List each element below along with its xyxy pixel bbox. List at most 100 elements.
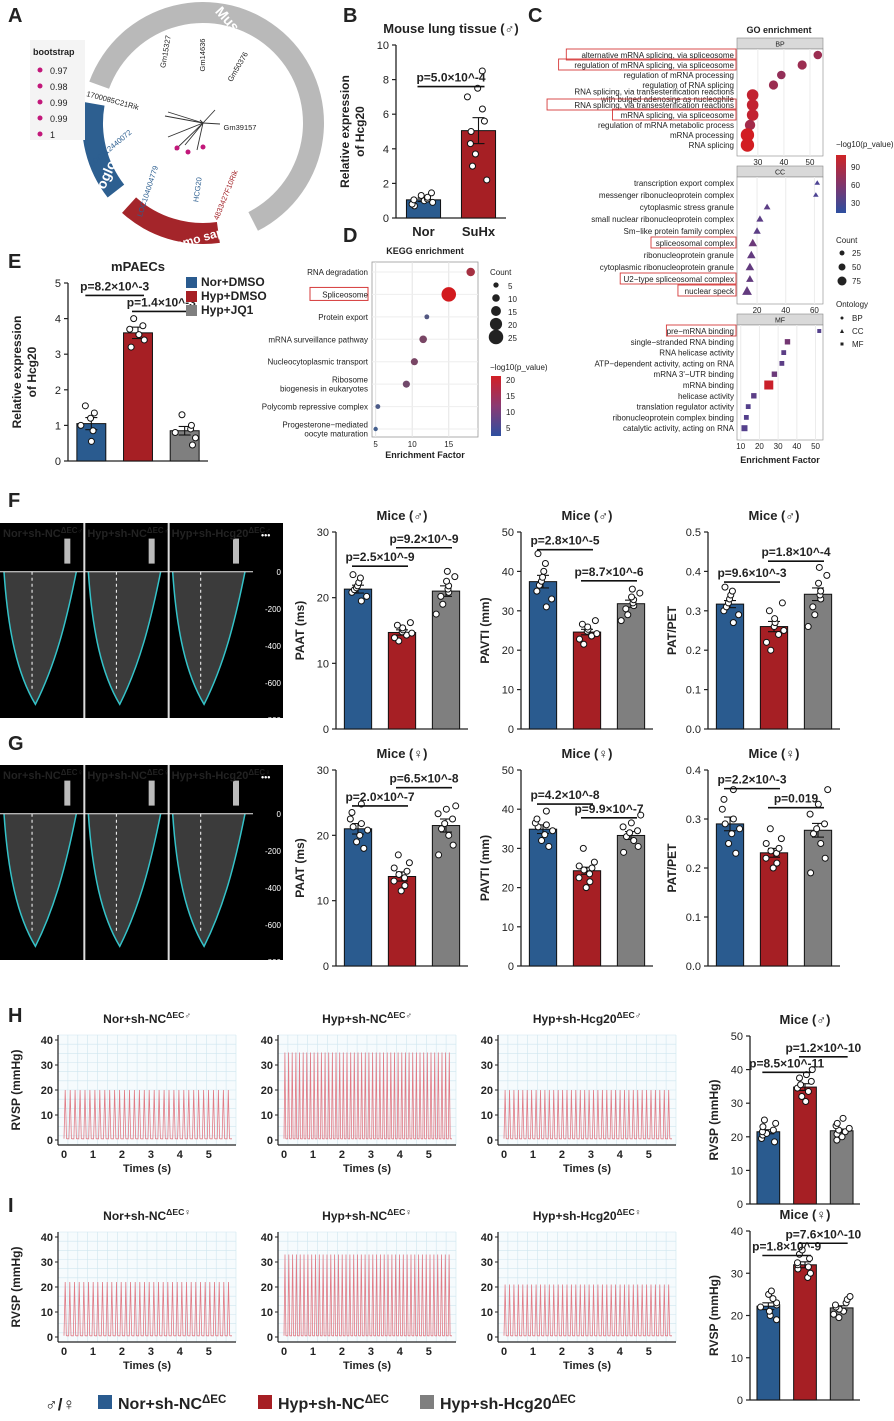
data-point bbox=[622, 605, 630, 613]
data-point bbox=[135, 331, 143, 339]
data-point bbox=[729, 815, 737, 823]
x-tick-label: 2 bbox=[339, 1346, 345, 1358]
data-point bbox=[634, 827, 642, 835]
y-tick-label: 2 bbox=[383, 178, 389, 190]
legend-dot bbox=[37, 99, 43, 105]
data-point bbox=[824, 786, 832, 794]
y-tick-label: 6 bbox=[383, 109, 389, 121]
data-point bbox=[542, 807, 550, 815]
data-point bbox=[395, 871, 403, 879]
data-point bbox=[845, 1124, 853, 1132]
p-value: p=8.2×10^-3 bbox=[80, 279, 149, 293]
echo-tick-label: -800 bbox=[265, 958, 282, 967]
y-axis-label: PAT/PET bbox=[665, 843, 679, 893]
x-tick-label: 30 bbox=[753, 158, 762, 167]
data-point bbox=[769, 1295, 777, 1303]
term-label: RNA helicase activity bbox=[659, 349, 734, 358]
y-tick-label: 0 bbox=[383, 213, 389, 225]
data-point bbox=[390, 634, 398, 642]
data-point bbox=[542, 603, 550, 611]
y-tick-label: 0.0 bbox=[686, 961, 701, 973]
y-axis-label: of Hcg20 bbox=[25, 346, 39, 397]
category-label: oocyte maturation bbox=[304, 430, 368, 439]
data-point bbox=[835, 1314, 843, 1322]
data-point bbox=[778, 599, 786, 607]
data-point bbox=[429, 198, 437, 206]
y-tick-label: 10 bbox=[481, 1110, 493, 1122]
data-point bbox=[766, 825, 774, 833]
y-axis-label: PAAT (ms) bbox=[293, 838, 307, 898]
x-tick-label: 4 bbox=[617, 1346, 624, 1358]
colorbar bbox=[836, 155, 846, 213]
y-tick-label: 0 bbox=[737, 1395, 743, 1407]
x-tick-label: 0 bbox=[501, 1149, 507, 1161]
y-tick-label: 0 bbox=[508, 724, 514, 736]
data-point bbox=[580, 640, 588, 648]
data-point bbox=[394, 851, 402, 859]
data-point bbox=[363, 592, 371, 600]
tree-branch bbox=[164, 115, 204, 124]
tree-branch bbox=[167, 122, 204, 138]
term-label: mRNA splicing, via spliceosome bbox=[621, 111, 735, 120]
y-tick-label: 0 bbox=[55, 456, 61, 468]
data-point bbox=[768, 80, 779, 90]
data-point bbox=[765, 1307, 773, 1315]
y-tick-label: 10 bbox=[41, 1307, 53, 1319]
legend-value: 25 bbox=[508, 334, 517, 343]
echo-marker: ••• bbox=[261, 773, 270, 783]
data-point bbox=[434, 810, 442, 818]
data-point bbox=[815, 579, 823, 587]
p-value: p=9.6×10^-3 bbox=[717, 566, 786, 580]
term-label: Sm−like protein family complex bbox=[624, 227, 734, 236]
x-tick-label: 3 bbox=[368, 1346, 374, 1358]
x-tick-label: 1 bbox=[310, 1346, 316, 1358]
bar bbox=[528, 581, 558, 730]
y-tick-label: 0 bbox=[323, 961, 329, 973]
y-tick-label: 30 bbox=[731, 1098, 743, 1110]
legend-label: Hyp+JQ1 bbox=[201, 303, 254, 317]
p-value: p=2.8×10^-5 bbox=[530, 534, 599, 548]
data-point bbox=[406, 619, 414, 627]
data-point bbox=[442, 805, 450, 813]
legend-value: 0.99 bbox=[50, 98, 68, 108]
highlight-box bbox=[612, 108, 737, 121]
data-point bbox=[771, 1138, 779, 1146]
legend-dot bbox=[491, 306, 501, 316]
data-point bbox=[747, 250, 756, 259]
data-point bbox=[767, 1287, 775, 1295]
term-label: cytoplasmic ribonucleoprotein granule bbox=[600, 263, 735, 272]
tip-label: Gm39157 bbox=[224, 123, 257, 132]
data-point bbox=[759, 1123, 767, 1131]
bar bbox=[343, 828, 373, 967]
data-point bbox=[349, 571, 357, 579]
x-tick-label: 1 bbox=[90, 1149, 96, 1161]
data-point bbox=[817, 587, 825, 595]
term-label: ribonucleoprotein complex binding bbox=[613, 413, 734, 422]
data-point bbox=[356, 574, 364, 582]
term-label: catalytic activity, acting on RNA bbox=[623, 424, 735, 433]
bar bbox=[528, 828, 558, 967]
data-point bbox=[817, 840, 825, 847]
y-tick-label: 3 bbox=[55, 349, 61, 361]
y-tick-label: 10 bbox=[502, 685, 514, 697]
chart-title: GO enrichment bbox=[746, 25, 811, 35]
data-point bbox=[736, 825, 744, 833]
highlight-box bbox=[546, 98, 737, 111]
data-point bbox=[588, 864, 596, 872]
data-point bbox=[584, 623, 592, 631]
data-point bbox=[745, 262, 755, 271]
legend-value: 50 bbox=[852, 263, 861, 272]
bar bbox=[572, 631, 602, 730]
x-tick-label: 5 bbox=[426, 1346, 432, 1358]
x-tick-label: 0 bbox=[281, 1149, 287, 1161]
y-tick-label: 10 bbox=[317, 896, 329, 908]
legend-value: 15 bbox=[508, 308, 517, 317]
y-tick-label: 0.4 bbox=[686, 765, 701, 777]
y-tick-label: 30 bbox=[317, 765, 329, 777]
chart-title: Mice (♂) bbox=[780, 1012, 831, 1027]
term-label: with bulged adenosine as nucleophile bbox=[600, 95, 735, 104]
data-point bbox=[435, 851, 443, 859]
legend-dot bbox=[488, 329, 504, 345]
category-label: biogenesis in eukaryotes bbox=[280, 385, 368, 394]
legend-value: 5 bbox=[508, 282, 513, 291]
